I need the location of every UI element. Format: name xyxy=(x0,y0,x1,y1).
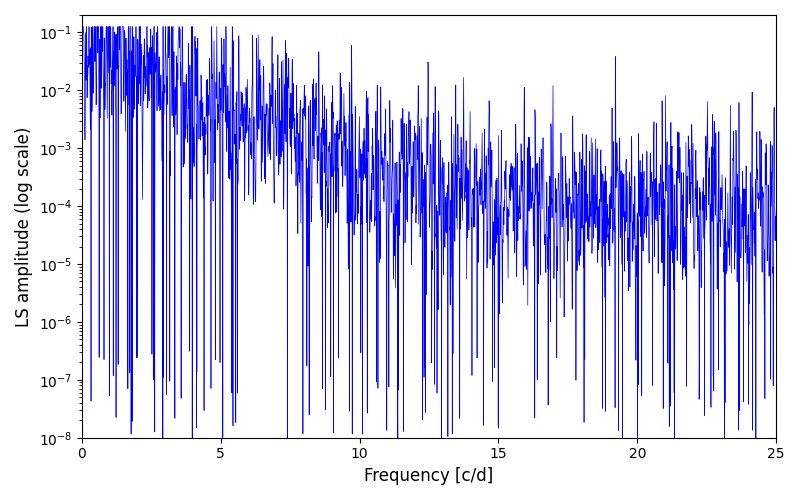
X-axis label: Frequency [c/d]: Frequency [c/d] xyxy=(364,467,494,485)
Y-axis label: LS amplitude (log scale): LS amplitude (log scale) xyxy=(15,126,33,326)
